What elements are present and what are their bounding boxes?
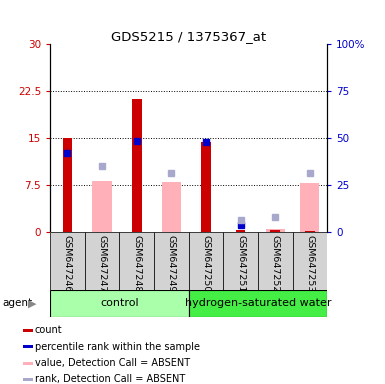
- Bar: [270, 230, 280, 232]
- Bar: [154, 232, 189, 290]
- Bar: [162, 182, 181, 232]
- Bar: [50, 232, 85, 290]
- Text: GSM647251: GSM647251: [236, 235, 245, 293]
- Text: hydrogen-saturated water: hydrogen-saturated water: [185, 298, 331, 308]
- Bar: [62, 137, 72, 232]
- Bar: [258, 232, 293, 290]
- Text: control: control: [100, 298, 139, 308]
- Text: agent: agent: [2, 298, 32, 308]
- Text: GSM647246: GSM647246: [63, 235, 72, 293]
- Text: percentile rank within the sample: percentile rank within the sample: [35, 342, 200, 352]
- Text: GSM647247: GSM647247: [97, 235, 107, 293]
- Text: ▶: ▶: [28, 298, 36, 308]
- Bar: [23, 345, 33, 348]
- Bar: [189, 232, 223, 290]
- Bar: [189, 290, 327, 317]
- Bar: [23, 329, 33, 332]
- Bar: [23, 378, 33, 381]
- Bar: [132, 99, 142, 232]
- Bar: [50, 290, 189, 317]
- Bar: [85, 232, 119, 290]
- Text: GSM647250: GSM647250: [201, 235, 211, 293]
- Text: GSM647248: GSM647248: [132, 235, 141, 293]
- Bar: [236, 230, 246, 232]
- Text: GSM647249: GSM647249: [167, 235, 176, 293]
- Bar: [23, 362, 33, 365]
- Title: GDS5215 / 1375367_at: GDS5215 / 1375367_at: [111, 30, 266, 43]
- Bar: [293, 232, 327, 290]
- Bar: [92, 181, 112, 232]
- Bar: [300, 184, 320, 232]
- Text: GSM647252: GSM647252: [271, 235, 280, 293]
- Text: count: count: [35, 326, 62, 336]
- Bar: [201, 142, 211, 232]
- Bar: [266, 229, 285, 232]
- Bar: [305, 231, 315, 232]
- Text: value, Detection Call = ABSENT: value, Detection Call = ABSENT: [35, 358, 190, 368]
- Bar: [119, 232, 154, 290]
- Bar: [223, 232, 258, 290]
- Text: GSM647253: GSM647253: [305, 235, 315, 293]
- Text: rank, Detection Call = ABSENT: rank, Detection Call = ABSENT: [35, 374, 185, 384]
